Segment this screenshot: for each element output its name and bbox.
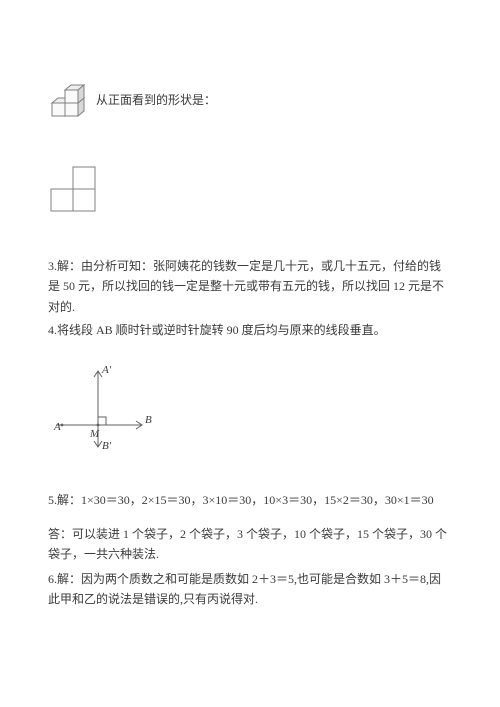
- q6-text: 6.解：因为两个质数之和可能是质数如 2＋3＝5,也可能是合数如 3＋5＝8,因…: [48, 569, 452, 610]
- svg-text:B': B': [102, 440, 112, 452]
- q5-line2: 答：可以装进 1 个袋子，2 个袋子，3 个袋子，10 个袋子，15 个袋子，3…: [48, 524, 452, 565]
- front-view-row: 从正面看到的形状是：: [48, 68, 452, 124]
- q4-rotation-diagram-icon: A A' B B' M: [48, 359, 158, 454]
- svg-text:A: A: [53, 421, 61, 433]
- q5-line1: 5.解：1×30＝30，2×15＝30，3×10＝30，10×3＝30，15×2…: [48, 490, 452, 510]
- front-shape-block: [48, 164, 452, 216]
- q4-diagram: A A' B B' M: [48, 359, 452, 454]
- q4-text: 4.将线段 AB 顺时针或逆时针旋转 90 度后均与原来的线段垂直。: [48, 320, 452, 340]
- front-shape-icon: [48, 164, 100, 216]
- svg-text:B: B: [145, 414, 152, 426]
- q3-text: 3.解：由分析可知：张阿姨花的钱数一定是几十元，或几十五元，付给的钱是 50 元…: [48, 256, 452, 317]
- isometric-cubes-icon: [48, 68, 96, 124]
- front-view-label: 从正面看到的形状是：: [96, 90, 216, 124]
- svg-text:M: M: [89, 428, 100, 440]
- svg-text:A': A': [101, 364, 112, 376]
